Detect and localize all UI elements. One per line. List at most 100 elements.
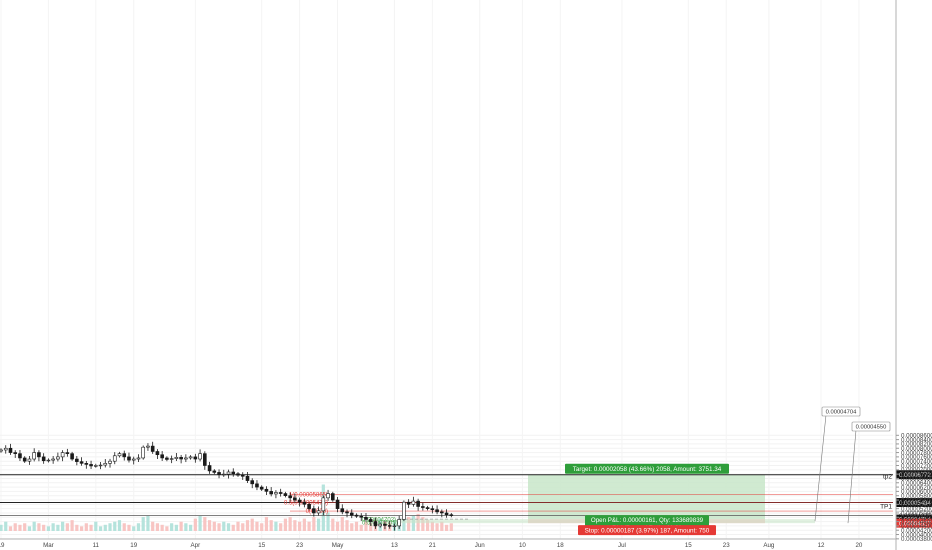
candle-body [46,459,51,462]
volume-bar [170,523,174,531]
price-tick-label: 0.00005000 [901,510,932,517]
date-tick-label: 15 [685,542,692,549]
candle-body [435,509,439,513]
volume-bar [212,521,216,531]
candle-body [41,456,46,462]
volume-bar [165,526,169,531]
volume-bar [70,520,74,531]
volume-bar [193,518,197,531]
volume-bar [51,523,55,531]
candle-body [150,445,155,452]
volume-bar [0,524,3,531]
candle-body [340,508,345,513]
volume-bar [350,523,354,531]
volume-bar [108,523,112,531]
volume-bar [113,521,117,531]
volume-bar [84,523,88,531]
volume-bar [160,524,164,531]
date-tick-label: 19 [0,542,5,549]
date-tick-label: 18 [557,542,564,549]
volume-bar [103,524,107,531]
stop-price-box [896,518,932,528]
candle-body [160,454,164,459]
price-tick-label: 0.00006800 [901,471,932,478]
candle-body [32,452,36,460]
volume-bar [98,526,103,531]
candle-body [117,453,122,457]
candle-body [103,463,108,466]
candle-body [0,449,3,452]
date-tick-label: 15 [258,542,265,549]
price-axis[interactable]: 0.000086000.000084000.000082000.00008000… [895,0,932,550]
candle-body [274,492,278,495]
candle-body [240,474,245,477]
date-tick-label: 20 [855,542,862,549]
candle-body [449,514,454,516]
volume-bar [132,526,136,531]
volume-bar [369,523,373,531]
date-axis[interactable]: 19 Mar 11 19 Apr 15 23 May 13 21 Jun 10 18 Jul 15 23 Aug… [0,538,896,549]
candle-body [179,457,183,460]
volume-bar [440,521,444,531]
volume-bar [27,526,32,531]
candlestick-series [0,441,454,531]
volume-bar [4,521,8,531]
volume-bar [245,520,250,531]
price-tick-label: 0.00004000 [901,532,932,539]
candle-body [94,465,98,467]
candle-body [188,456,193,459]
price-tick-label: 0.00008400 [901,437,932,444]
target-label: Target: 0.00002058 (43.66%) 2058, Amount… [573,466,722,473]
stop-price-label: 0.00004527 [899,522,931,528]
candle-body [250,480,255,485]
candle-body [359,515,364,518]
candle-body [421,506,425,508]
volume-bar [89,524,93,531]
candle-body [131,458,136,461]
candle-body [307,504,311,509]
volume-bar [226,523,231,531]
price-tick-label: 0.00005600 [901,497,932,504]
candle-body [198,453,202,460]
volume-bar [42,524,46,531]
volume-bar [203,517,207,531]
date-tick-label: 12 [818,542,825,549]
volume-bar [136,523,141,531]
candle-body [3,447,8,451]
volume-bar [37,523,41,531]
volume-bar [421,517,425,531]
date-tick-label: 19 [130,542,137,549]
candle-body [18,453,22,459]
volume-bar [449,523,453,531]
candle-body [402,501,406,520]
volume-bar [236,521,240,531]
volume-bar [435,523,439,531]
candle-body [264,488,269,492]
target-zone[interactable] [528,474,765,520]
candle-body [56,456,60,460]
tp1-price-box [896,498,932,508]
candle-body [255,483,259,488]
position-labels: Target: 0.00002058 (43.66%) 2058, Amount… [565,406,891,536]
candle-body [392,525,397,528]
candle-body [37,452,41,458]
volume-bar [364,521,368,531]
candle-body [108,460,112,464]
stop-label-box [578,525,716,536]
volume-bar [279,523,283,531]
candle-body [226,471,231,475]
candle-body [440,511,444,514]
candle-body [236,473,240,476]
candle-body [312,508,316,514]
candle-body [8,447,13,453]
price-tick-label: 0.00006400 [901,480,932,487]
candle-body [430,508,435,511]
candle-body [368,519,373,522]
date-tick-label: 13 [391,542,398,549]
price-tick-label: 0.00005800 [901,493,932,500]
candle-body [259,486,264,490]
candle-body [155,451,160,456]
candle-body [406,501,411,505]
target-label-box [565,463,729,474]
